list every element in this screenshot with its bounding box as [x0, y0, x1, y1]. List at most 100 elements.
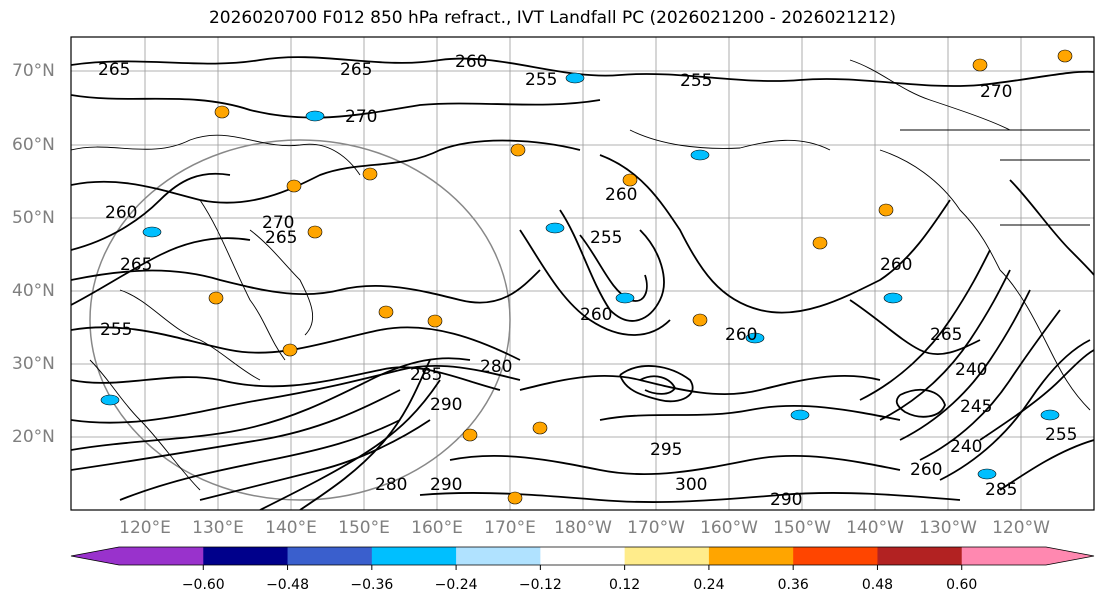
contour-label: 255	[680, 71, 712, 91]
positive-anomaly-patch	[622, 173, 638, 187]
coastlines	[71, 59, 1091, 491]
latitude-label: 20°N	[12, 427, 55, 447]
colorbar-tick-label: −0.60	[181, 577, 225, 593]
longitude-label: 160°W	[700, 518, 758, 538]
contour-label: 270	[345, 107, 377, 127]
longitude-label: 170°E	[484, 518, 536, 538]
positive-anomaly-patch	[427, 314, 443, 328]
map-title: 2026020700 F012 850 hPa refract., IVT La…	[208, 8, 896, 28]
contour-label: 265	[340, 60, 372, 80]
positive-anomaly-patches	[208, 49, 1073, 505]
colorbar-segment	[624, 547, 710, 565]
contour-label: 285	[985, 480, 1017, 500]
contour-label: 270	[262, 213, 294, 233]
latitude-label: 50°N	[12, 208, 55, 228]
latitude-label: 70°N	[12, 61, 55, 81]
negative-anomaly-patch	[305, 110, 325, 122]
longitude-label: 160°E	[411, 518, 463, 538]
contour-label: 290	[430, 395, 462, 415]
longitude-label: 150°W	[773, 518, 831, 538]
contour-label: 260	[725, 325, 757, 345]
contour-label: 255	[100, 320, 132, 340]
contour-label: 300	[675, 475, 707, 495]
negative-anomaly-patch	[690, 149, 710, 161]
colorbar-tick-label: −0.24	[434, 577, 478, 593]
positive-anomaly-patch	[282, 343, 298, 357]
contour-label: 260	[105, 203, 137, 223]
refractivity-contours	[71, 56, 1094, 510]
positive-anomaly-patch	[208, 291, 224, 305]
colorbar-segment	[119, 547, 204, 565]
contour-label: 240	[955, 360, 987, 380]
map-area	[71, 37, 1094, 510]
positive-anomaly-patch	[286, 179, 302, 193]
positive-anomaly-patch	[1057, 49, 1073, 63]
longitude-label: 140°W	[846, 518, 904, 538]
negative-anomaly-patch	[615, 292, 635, 304]
negative-anomaly-patch	[100, 394, 120, 406]
contour-label: 280	[480, 357, 512, 377]
colorbar-tick-label: −0.48	[266, 577, 309, 593]
positive-anomaly-patch	[532, 421, 548, 435]
longitude-label: 140°E	[265, 518, 317, 538]
colorbar-tick-label: 0.36	[777, 577, 809, 593]
colorbar-tick-label: 0.12	[609, 577, 641, 593]
longitude-label: 120°E	[119, 518, 171, 538]
colorbar-tick-label: 0.24	[693, 577, 725, 593]
contour-label: 265	[120, 255, 152, 275]
latitude-label: 60°N	[12, 135, 55, 155]
contour-label: 260	[880, 255, 912, 275]
colorbar-segment	[203, 547, 289, 565]
colorbar-segment	[287, 547, 373, 565]
colorbar-tick-label: −0.12	[518, 577, 562, 593]
positive-anomaly-patch	[972, 58, 988, 72]
graticule	[71, 37, 1094, 510]
contour-label: 255	[590, 228, 622, 248]
colorbar	[70, 546, 1095, 570]
contour-label: 260	[910, 460, 942, 480]
colorbar-tick-label: 0.48	[861, 577, 894, 593]
contour-label: 265	[98, 60, 130, 80]
negative-anomaly-patch	[565, 72, 585, 84]
colorbar-segment	[708, 547, 794, 565]
colorbar-segment	[456, 547, 541, 565]
map-frame	[70, 36, 1095, 511]
positive-anomaly-patch	[510, 143, 526, 157]
colorbar-under-arrow	[71, 547, 119, 565]
contour-label: 255	[525, 70, 557, 90]
contour-label: 290	[770, 490, 802, 510]
contour-label: 260	[605, 185, 637, 205]
longitude-label: 130°W	[919, 518, 977, 538]
contour-label: 260	[580, 305, 612, 325]
colorbar-segment	[793, 547, 878, 565]
positive-anomaly-patch	[214, 105, 230, 119]
contour-label: 240	[950, 437, 982, 457]
negative-anomaly-patch	[142, 226, 162, 238]
longitude-label: 180°W	[554, 518, 612, 538]
positive-anomaly-patch	[462, 428, 478, 442]
longitude-label: 130°E	[192, 518, 244, 538]
latitude-label: 30°N	[12, 354, 55, 374]
negative-anomaly-patches	[100, 72, 1060, 480]
longitude-label: 150°E	[338, 518, 390, 538]
positive-anomaly-patch	[812, 236, 828, 250]
positive-anomaly-patch	[307, 225, 323, 239]
longitude-label: 170°W	[627, 518, 685, 538]
contour-label: 255	[1045, 425, 1077, 445]
colorbar-segment	[877, 547, 963, 565]
colorbar-over-arrow	[1046, 547, 1094, 565]
positive-anomaly-patch	[378, 305, 394, 319]
colorbar-segment	[540, 547, 626, 565]
positive-anomaly-patch	[362, 167, 378, 181]
colorbar-segment	[371, 547, 457, 565]
negative-anomaly-patch	[790, 409, 810, 421]
contour-label: 295	[650, 440, 682, 460]
colorbar-outline	[70, 546, 1095, 566]
contour-label: 260	[455, 52, 487, 72]
colorbar-tick-label: 0.60	[946, 577, 978, 593]
negative-anomaly-patch	[745, 332, 765, 344]
contour-label: 270	[980, 82, 1012, 102]
negative-anomaly-patch	[545, 222, 565, 234]
